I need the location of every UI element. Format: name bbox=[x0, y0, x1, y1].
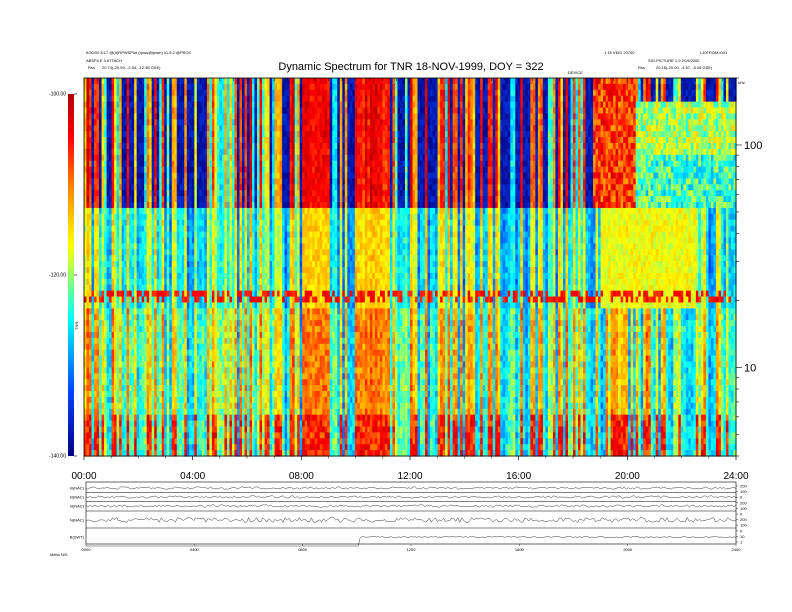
mag-right-tick-label: 200 bbox=[740, 517, 747, 522]
freq-unit-label: kHz bbox=[738, 80, 745, 85]
mag-trace bbox=[85, 486, 737, 490]
x-tick-label: 00:00 bbox=[71, 471, 96, 482]
x-tick-label: 04:00 bbox=[180, 471, 205, 482]
colorbar-tick-label: -120.00 bbox=[49, 273, 66, 279]
mag-right-tick-label: 100 bbox=[740, 523, 747, 528]
header-left-line2: ABSFILE 3 ATTACH bbox=[86, 58, 122, 63]
mag-channel-label: B(NAC) bbox=[70, 504, 84, 509]
header-right-line1: 1.15 VEID 20700 bbox=[604, 50, 635, 55]
mag-right-tick-label: 1 bbox=[740, 540, 743, 545]
x-tick-label: 16:00 bbox=[506, 471, 531, 482]
mag-trace bbox=[85, 517, 737, 524]
mag-right-tick-label: 0 bbox=[740, 495, 743, 500]
mag-channel-label: B(SWT) bbox=[70, 535, 85, 540]
x-tick-label: 08:00 bbox=[289, 471, 314, 482]
mag-x-tick-label: 2400 bbox=[732, 547, 742, 552]
x-axis: 00:00 04:00 08:00 12:00 16:00 20:00 24:00 bbox=[71, 456, 749, 482]
colorbar-label: TNR bbox=[74, 322, 79, 330]
mag-right-tick-label: 100 bbox=[740, 489, 747, 494]
mag-x-tick-label: 0000 bbox=[82, 547, 92, 552]
mag-right-tick-label: 200 bbox=[740, 484, 747, 489]
y-axis-right: 100 10 bbox=[736, 77, 762, 457]
colorbar-tick-label: -140.00 bbox=[49, 454, 66, 460]
colorbar-ticks: -100.00 -120.00 -140.00 bbox=[49, 92, 77, 460]
mag-x-tick-label: 0800 bbox=[298, 547, 308, 552]
header-right-line2: SIG-PICTURE 1.0 2/19/2000 bbox=[648, 58, 700, 63]
mag-right-tick-label: 0 bbox=[740, 528, 743, 533]
mag-right-tick-label: 0 bbox=[740, 512, 743, 517]
center-tag: DEVICE bbox=[568, 70, 583, 75]
header-right-line3-label: Rss bbox=[638, 65, 645, 70]
mag-channel-label: B(NAC) bbox=[70, 486, 84, 491]
mag-right-tick-label: 200 bbox=[740, 500, 747, 505]
mag-x-tick-label: 1200 bbox=[407, 547, 417, 552]
mag-footer: Mebs N/S bbox=[50, 552, 68, 557]
header-left-line3-value: 20.74(-20.59, -2.54, -12.98 GSE) bbox=[102, 65, 161, 70]
top-minor-ticks bbox=[83, 78, 737, 83]
mag-right-tick-label: 100 bbox=[740, 506, 747, 511]
mag-x-tick-label: 2000 bbox=[623, 547, 633, 552]
y-tick-label: 100 bbox=[744, 140, 762, 152]
colorbar-tick-label: -100.00 bbox=[49, 92, 66, 98]
mag-trace bbox=[85, 504, 737, 508]
colorbar bbox=[68, 94, 74, 456]
header-right-line3-value: 20.16(-20.00, -4.57, -5.05 GSE) bbox=[656, 65, 713, 70]
mag-x-tick-label: 0400 bbox=[190, 547, 200, 552]
spectrogram-heatmap bbox=[84, 78, 737, 457]
mag-x-tick-label: 1600 bbox=[515, 547, 525, 552]
mag-channel-label: B(NAC) bbox=[70, 495, 84, 500]
mag-right-tick-label: 10 bbox=[740, 534, 745, 539]
mag-channel-label: N(NAC) bbox=[70, 518, 85, 523]
x-tick-label: 12:00 bbox=[397, 471, 422, 482]
y-tick-label: 10 bbox=[744, 362, 756, 374]
x-tick-label: 20:00 bbox=[615, 471, 640, 482]
header-right-corner: LJ0FROM=001 bbox=[700, 50, 728, 55]
mag-frame bbox=[85, 481, 737, 545]
chart-title: Dynamic Spectrum for TNR 18-NOV-1999, DO… bbox=[278, 61, 543, 73]
x-tick-label: 24:00 bbox=[723, 471, 748, 482]
magnetometer-panel: B(NAC)B(NAC)B(NAC)N(NAC)B(SWT)2001000200… bbox=[70, 481, 747, 552]
header-left-line3-label: Rss bbox=[88, 65, 95, 70]
mag-trace bbox=[85, 495, 737, 499]
header-left-line1: 5/30/00 8:17 @(#)RPWSPlot (rpws@ipwm) v1… bbox=[86, 50, 192, 55]
